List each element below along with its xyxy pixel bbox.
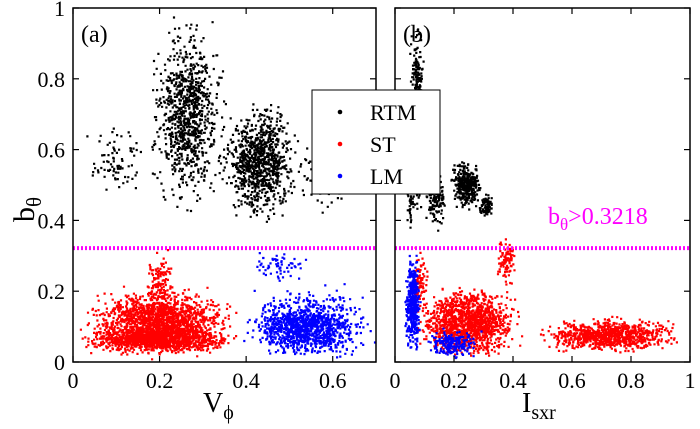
x-tick-label: 0.8 xyxy=(617,368,645,393)
threshold-annotation-sub: θ xyxy=(560,215,568,234)
scatter-point-cloud-lm xyxy=(404,254,483,360)
panel-a-x-axis-label-sub: ϕ xyxy=(223,402,234,424)
panel-b-points xyxy=(395,28,690,360)
legend-entry-lm: LM xyxy=(337,164,403,189)
scatter-point-cloud-lm xyxy=(243,252,376,359)
y-tick-label: 0.4 xyxy=(38,208,66,233)
threshold-annotation: bθ>0.3218 xyxy=(548,204,648,234)
threshold-annotation-value: >0.3218 xyxy=(568,204,648,230)
x-tick-label: 0.4 xyxy=(499,368,527,393)
panel-b-x-axis-label: Isxr xyxy=(522,388,556,424)
panel-a-points xyxy=(73,16,376,361)
series-lm-points xyxy=(243,252,376,359)
scatter-point-cloud-st xyxy=(410,238,678,357)
panel-b-ticks: 0 0.2 0.4 0.6 0.8 1 xyxy=(390,7,696,393)
x-tick-label: 0.4 xyxy=(232,368,260,393)
scatter-point-cloud-rtm xyxy=(405,28,493,232)
legend-box xyxy=(311,89,441,195)
y-tick-label: 0.8 xyxy=(38,67,66,92)
panel-a-ticks: 0 0.2 0.4 0.6 0 0.2 0.4 0.6 0.8 1 xyxy=(38,0,376,393)
series-rtm-points xyxy=(405,28,493,232)
x-tick-label: 0.6 xyxy=(558,368,586,393)
x-tick-label: 1 xyxy=(685,368,696,393)
series-lm-points xyxy=(404,254,483,360)
panel-a-label: (a) xyxy=(81,22,108,48)
legend-label: RTM xyxy=(370,100,416,125)
panel-b-label: (b) xyxy=(403,22,431,48)
x-tick-label: 0 xyxy=(390,368,401,393)
x-tick-label: 0.6 xyxy=(319,368,347,393)
series-st-points xyxy=(410,238,678,357)
y-tick-label: 0.6 xyxy=(38,138,66,163)
y-tick-label: 0.2 xyxy=(38,279,66,304)
x-tick-label: 0.2 xyxy=(146,368,174,393)
x-tick-label: 0 xyxy=(68,368,79,393)
scatter-point-cloud-rtm xyxy=(86,16,349,223)
panel-b: 0 0.2 0.4 0.6 0.8 1 (b) Isxr bθ>0.3218 xyxy=(390,7,696,424)
panel-a-y-axis-label: bθ xyxy=(8,197,46,222)
panel-b-x-axis-label-sub: sxr xyxy=(531,402,556,424)
series-rtm-points xyxy=(86,16,349,223)
panel-a-y-axis-label-sub: θ xyxy=(22,197,46,207)
legend-entry-st: ST xyxy=(337,132,396,157)
legend-label: LM xyxy=(370,164,403,189)
y-tick-label: 1 xyxy=(54,0,65,21)
panel-a-x-axis-label: Vϕ xyxy=(203,388,234,424)
legend-marker xyxy=(337,109,343,115)
legend-marker xyxy=(337,141,343,147)
series-st-points xyxy=(79,249,238,361)
legend: RTM ST LM xyxy=(311,89,441,195)
x-tick-label: 0.2 xyxy=(440,368,468,393)
legend-entry-rtm: RTM xyxy=(337,100,416,125)
scatter-point-cloud-st xyxy=(79,249,238,361)
panel-a: 0 0.2 0.4 0.6 0 0.2 0.4 0.6 0.8 1 (a) Vϕ bθ xyxy=(8,0,377,424)
legend-label: ST xyxy=(370,132,396,157)
legend-marker xyxy=(337,173,343,179)
y-tick-label: 0 xyxy=(54,350,65,375)
